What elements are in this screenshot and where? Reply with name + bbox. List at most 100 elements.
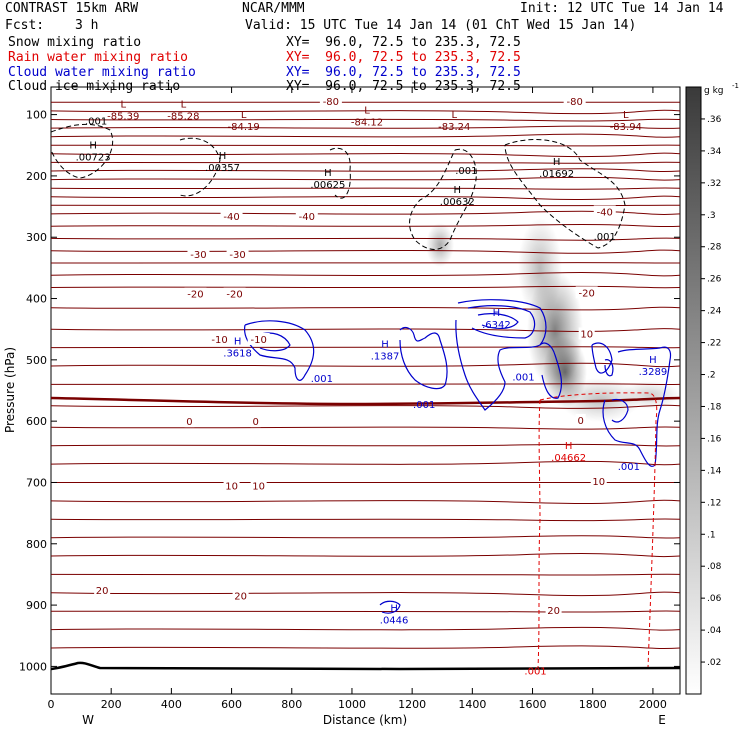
- temperature-label-bg: [220, 209, 243, 222]
- temperature-label: 0: [252, 417, 258, 428]
- extremum-value: -83.24: [438, 122, 470, 133]
- temperature-label: -10: [250, 335, 266, 346]
- temperature-label: -80: [566, 97, 582, 108]
- extremum-value: .01692: [539, 169, 574, 180]
- temperature-label: 0: [577, 416, 583, 427]
- temperature-contour-line: [51, 306, 680, 311]
- colorbar-tick-label: .3: [707, 211, 716, 221]
- temperature-label: -20: [579, 288, 595, 299]
- x-axis-title: Distance (km): [323, 713, 407, 727]
- extremum-value: .1387: [371, 352, 400, 363]
- temperature-label-bg: [226, 247, 249, 260]
- x-tick-label: 400: [161, 698, 182, 711]
- temperature-label-bg: [250, 415, 261, 428]
- y-tick-label: 900: [26, 599, 47, 612]
- temperature-contour-line: [51, 249, 680, 254]
- temperature-contour-line: [51, 573, 680, 576]
- y-tick-label: 700: [26, 476, 47, 489]
- temperature-contour-line: [51, 535, 680, 539]
- forecast-label: Fcst:: [5, 18, 45, 33]
- temperature-contour-line: [51, 125, 680, 130]
- temperature-contour-line: [51, 626, 680, 631]
- y-tick-label: 200: [26, 170, 47, 183]
- colorbar-tick-label: .32: [707, 179, 721, 189]
- chart-labels: -80 -80 -40 -40 -40 -30 -30 -20 -20 -20 -10 -10 10 0 0…: [76, 95, 668, 678]
- y-tick-label: 1000: [19, 660, 47, 673]
- temperature-label: -20: [226, 290, 242, 301]
- colorbar-ticks: .02 .04 .06 .08 .1 .12 .14 .16 .18 .2 .22 .24 .26 .28…: [701, 115, 722, 668]
- extremum-value: -85.28: [167, 111, 199, 122]
- y-tick-label: 800: [26, 538, 47, 551]
- colorbar-tick-label: .04: [707, 626, 722, 636]
- organization-label: NCAR/MMM: [242, 1, 305, 16]
- extremum-value: .3289: [639, 367, 668, 378]
- temperature-label-bg: [247, 332, 270, 345]
- extremum-value: .6342: [482, 320, 511, 331]
- temperature-label-bg: [250, 479, 267, 492]
- extremum-value: .3618: [223, 349, 252, 360]
- temperature-label-bg: [575, 413, 586, 426]
- y-tick-label: 400: [26, 293, 47, 306]
- temperature-contour-line: [51, 404, 680, 409]
- temperature-label: 10: [252, 482, 265, 493]
- temperature-contour-line: [51, 210, 680, 215]
- temperature-label: -40: [597, 207, 613, 218]
- temperature-label-bg: [208, 332, 231, 345]
- temperature-label: 10: [580, 329, 593, 340]
- extremum-marker: H: [553, 157, 561, 168]
- extremum-value: -85.39: [107, 111, 139, 122]
- extremum-marker: H: [234, 337, 242, 348]
- colorbar-tick-label: .28: [707, 243, 722, 253]
- temperature-label: 0: [186, 417, 192, 428]
- x-tick-label: 1200: [398, 698, 426, 711]
- temperature-label: -40: [299, 212, 315, 223]
- temperature-label-bg: [593, 205, 616, 218]
- temperature-contour-line: [51, 195, 680, 200]
- x-tick-label: 800: [281, 698, 302, 711]
- temperature-label: -40: [223, 212, 239, 223]
- temperature-contour-line: [51, 460, 680, 466]
- field-xy-rain: XY= 96.0, 72.5 to 235.3, 72.5: [286, 50, 521, 65]
- temperature-contour-line: [51, 187, 680, 190]
- temperature-label-bg: [575, 286, 598, 299]
- field-name-cloud-water: Cloud water mixing ratio: [8, 65, 196, 80]
- extremum-marker: H: [219, 151, 227, 162]
- extremum-marker: L: [120, 99, 126, 110]
- temperature-contour-line: [51, 118, 680, 122]
- temperature-contour-line: [51, 237, 680, 241]
- field-name-snow: Snow mixing ratio: [8, 35, 142, 50]
- temperature-contour-line: [51, 499, 680, 505]
- temperature-label: -80: [323, 97, 339, 108]
- extremum-marker: H: [324, 168, 332, 179]
- extremum-marker: L: [241, 110, 247, 121]
- field-name-cloud-ice: Cloud ice mixing ratio: [8, 79, 181, 94]
- extremum-marker: H: [390, 603, 398, 614]
- temperature-label-bg: [94, 583, 111, 596]
- colorbar-tick-label: .22: [707, 339, 721, 349]
- colorbar-tick-label: .06: [707, 594, 722, 604]
- extremum-marker: L: [364, 105, 370, 116]
- extremum-value: -83.94: [610, 122, 642, 133]
- colorbar-tick-label: .1: [707, 530, 716, 540]
- colorbar-unit-exponent: -1: [732, 82, 739, 90]
- colorbar-tick-label: .08: [707, 562, 722, 572]
- forecast-value: 3 h: [75, 18, 99, 33]
- temperature-contour-line: [51, 152, 680, 158]
- temperature-label: -20: [187, 290, 203, 301]
- cloud-water-contours: [243, 299, 672, 614]
- valid-time: Valid: 15 UTC Tue 14 Jan 14 (01 ChT Wed …: [245, 18, 637, 33]
- temperature-contour-line: [51, 109, 680, 115]
- temperature-label: 20: [234, 591, 247, 602]
- extremum-value: .0446: [380, 615, 409, 626]
- extremum-marker: H: [649, 355, 657, 366]
- field-name-rain: Rain water mixing ratio: [8, 50, 189, 65]
- ground-surface-line: [50, 661, 681, 671]
- colorbar: [685, 86, 702, 695]
- extremum-marker: L: [623, 110, 629, 121]
- extremum-value: .04662: [551, 453, 586, 464]
- extremum-value: .00625: [310, 180, 345, 191]
- temperature-label-bg: [590, 475, 607, 488]
- temperature-contour-line: [51, 285, 680, 289]
- temperature-label-bg: [223, 479, 240, 492]
